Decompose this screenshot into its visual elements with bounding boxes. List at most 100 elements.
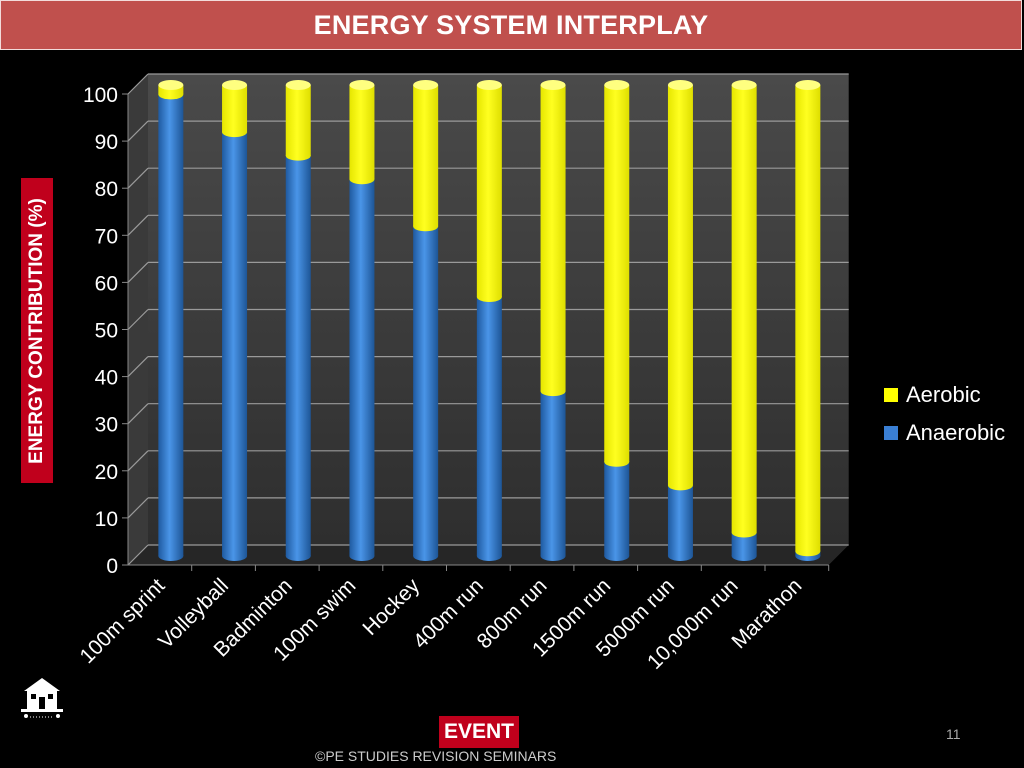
bar-segment-aerobic xyxy=(540,85,566,392)
y-tick-label: 80 xyxy=(95,178,118,201)
bar-segment-bottom-anaerobic xyxy=(413,551,439,561)
gridline-side xyxy=(127,544,149,566)
page-number: 11 xyxy=(946,726,961,742)
gridline-side xyxy=(127,309,149,330)
bar-badminton xyxy=(285,80,311,561)
bar-segment-bottom-aerobic xyxy=(476,291,502,302)
bar-segment-anaerobic xyxy=(667,485,693,556)
legend-swatch-aerobic xyxy=(884,388,898,402)
gridline-side xyxy=(127,167,149,189)
bar-top-cap xyxy=(604,80,630,90)
bar-segment-bottom-aerobic xyxy=(222,127,248,138)
bar-segment-anaerobic xyxy=(604,461,630,556)
bar-100m-swim xyxy=(349,80,375,561)
bar-segment-bottom-aerobic xyxy=(731,527,757,538)
bar-top-cap xyxy=(285,80,311,90)
bar-segment-anaerobic xyxy=(476,296,502,556)
bar-segment-anaerobic xyxy=(349,179,375,556)
y-tick-label: 40 xyxy=(95,367,118,390)
legend-swatch-anaerobic xyxy=(884,426,898,440)
bar-top-cap xyxy=(795,80,821,90)
gridline-side xyxy=(127,261,149,283)
bar-segment-bottom-anaerobic xyxy=(349,551,375,561)
gridline-side xyxy=(127,403,149,425)
legend: Aerobic Anaerobic xyxy=(884,376,1005,452)
x-axis-label: EVENT xyxy=(439,716,519,748)
bar-5000m-run xyxy=(667,80,693,561)
bar-segment-aerobic xyxy=(604,85,630,462)
bar-segment-bottom-aerobic xyxy=(667,480,693,491)
bar-top-cap xyxy=(731,80,757,90)
y-tick-label: 100 xyxy=(83,84,118,107)
bar-segment-bottom-aerobic xyxy=(795,546,821,557)
bar-segment-bottom-anaerobic xyxy=(540,551,566,561)
y-tick-label: 70 xyxy=(95,225,118,248)
legend-label-anaerobic: Anaerobic xyxy=(906,420,1006,445)
y-tick-label: 0 xyxy=(106,555,118,578)
y-axis-label: ENERGY CONTRIBUTION (%) xyxy=(26,197,48,464)
bar-segment-bottom-anaerobic xyxy=(731,551,757,561)
bar-segment-bottom-anaerobic xyxy=(476,551,502,561)
bar-top-cap xyxy=(476,80,502,90)
legend-label-aerobic: Aerobic xyxy=(906,382,981,407)
gridline-side xyxy=(127,356,149,378)
bar-segment-aerobic xyxy=(222,85,248,133)
gridline-side xyxy=(127,497,149,519)
bar-segment-bottom-aerobic xyxy=(158,89,184,100)
bar-volleyball xyxy=(222,80,248,561)
legend-item-aerobic: Aerobic xyxy=(884,376,1005,414)
bar-hockey xyxy=(413,80,439,561)
bar-top-cap xyxy=(667,80,693,90)
bars xyxy=(158,80,821,561)
bar-segment-anaerobic xyxy=(413,226,439,557)
y-tick-label: 50 xyxy=(95,320,118,343)
bar-segment-anaerobic xyxy=(540,391,566,556)
y-axis-label-box: ENERGY CONTRIBUTION (%) xyxy=(21,178,53,483)
gridline-side xyxy=(127,214,149,236)
bar-segment-aerobic xyxy=(795,85,821,552)
bar-top-cap xyxy=(413,80,439,90)
title-bar: ENERGY SYSTEM INTERPLAY xyxy=(0,0,1022,50)
bar-segment-aerobic xyxy=(476,85,502,297)
x-tick-label: 100m sprint xyxy=(76,574,170,668)
bar-top-cap xyxy=(540,80,566,90)
y-tick-label: 60 xyxy=(95,272,118,295)
bar-800m-run xyxy=(540,80,566,561)
bar-segment-bottom-aerobic xyxy=(349,174,375,185)
bar-segment-anaerobic xyxy=(222,132,248,556)
y-tick-label: 20 xyxy=(95,461,118,484)
bar-segment-bottom-aerobic xyxy=(540,386,566,397)
bar-segment-aerobic xyxy=(413,85,439,227)
bar-top-cap xyxy=(222,80,248,90)
y-tick-label: 30 xyxy=(95,414,118,437)
bar-top-cap xyxy=(158,80,184,90)
y-tick-label: 90 xyxy=(95,131,118,154)
bar-segment-aerobic xyxy=(285,85,311,156)
bar-marathon xyxy=(795,80,821,561)
gridline-side xyxy=(127,73,149,95)
bar-segment-aerobic xyxy=(731,85,757,533)
page-title: ENERGY SYSTEM INTERPLAY xyxy=(313,9,709,40)
bar-10-000m-run xyxy=(731,80,757,561)
bar-segment-anaerobic xyxy=(731,532,757,556)
bar-segment-bottom-anaerobic xyxy=(667,551,693,561)
bar-segment-bottom-anaerobic xyxy=(285,551,311,561)
gridline-side xyxy=(127,450,149,472)
bar-1500m-run xyxy=(604,80,630,561)
y-tick-labels: 0 10 20 30 40 50 60 70 80 90 100 xyxy=(83,84,118,578)
bar-top-cap xyxy=(349,80,375,90)
bar-segment-aerobic xyxy=(667,85,693,486)
bar-segment-bottom-anaerobic xyxy=(222,551,248,561)
x-tick-label: Marathon xyxy=(727,574,806,653)
house-icon xyxy=(20,675,64,721)
bar-segment-bottom-aerobic xyxy=(285,150,311,161)
bar-segment-bottom-aerobic xyxy=(604,456,630,467)
bar-segment-anaerobic xyxy=(158,94,184,557)
legend-item-anaerobic: Anaerobic xyxy=(884,414,1005,452)
bar-400m-run xyxy=(476,80,502,561)
bar-segment-anaerobic xyxy=(285,155,311,556)
bar-100m-sprint xyxy=(158,80,184,561)
house-logo xyxy=(20,675,64,726)
